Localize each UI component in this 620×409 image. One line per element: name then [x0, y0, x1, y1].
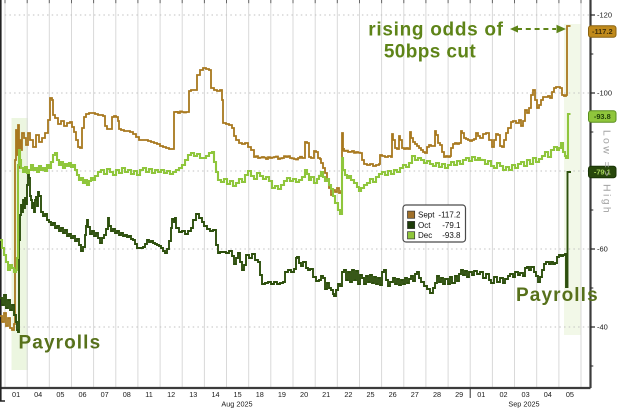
- svg-text:-79.1: -79.1: [442, 221, 461, 230]
- svg-text:Sept: Sept: [418, 211, 435, 220]
- svg-text:25: 25: [366, 390, 374, 399]
- svg-text:28: 28: [433, 390, 441, 399]
- svg-text:-79.1: -79.1: [594, 168, 611, 177]
- svg-text:29: 29: [455, 390, 463, 399]
- svg-text:-93.8: -93.8: [594, 112, 611, 121]
- svg-text:-100: -100: [597, 89, 612, 98]
- svg-text:15: 15: [234, 390, 242, 399]
- svg-text:07: 07: [101, 390, 109, 399]
- svg-text:-117.2: -117.2: [438, 211, 461, 220]
- svg-text:02: 02: [499, 390, 507, 399]
- svg-text:05: 05: [56, 390, 64, 399]
- svg-text:05: 05: [566, 390, 574, 399]
- svg-text:-40: -40: [597, 323, 608, 332]
- svg-text:Sep 2025: Sep 2025: [508, 400, 539, 409]
- svg-text:21: 21: [322, 390, 330, 399]
- svg-text:-120: -120: [597, 11, 612, 20]
- svg-text:-60: -60: [597, 245, 608, 254]
- svg-text:rising odds of: rising odds of: [368, 20, 503, 41]
- svg-text:12: 12: [167, 390, 175, 399]
- svg-text:01: 01: [12, 390, 20, 399]
- svg-text:11: 11: [145, 390, 153, 399]
- svg-text:20: 20: [300, 390, 308, 399]
- svg-text:Oct: Oct: [418, 221, 431, 230]
- svg-text:18: 18: [256, 390, 264, 399]
- svg-text:01: 01: [477, 390, 485, 399]
- svg-text:14: 14: [211, 390, 219, 399]
- svg-text:27: 27: [411, 390, 419, 399]
- svg-text:04: 04: [34, 390, 42, 399]
- svg-text:Payrolls: Payrolls: [19, 333, 102, 354]
- svg-text:22: 22: [344, 390, 352, 399]
- svg-text:Payrolls: Payrolls: [516, 285, 599, 306]
- svg-text:-117.2: -117.2: [592, 27, 613, 36]
- svg-text:03: 03: [522, 390, 530, 399]
- svg-text:08: 08: [123, 390, 131, 399]
- svg-text:04: 04: [544, 390, 552, 399]
- svg-text:50bps cut: 50bps cut: [384, 42, 477, 63]
- svg-text:Aug 2025: Aug 2025: [221, 400, 252, 409]
- svg-text:Dec: Dec: [418, 231, 432, 240]
- svg-text:06: 06: [78, 390, 86, 399]
- svg-text:Low => High: Low => High: [601, 130, 613, 215]
- svg-text:26: 26: [389, 390, 397, 399]
- svg-text:19: 19: [278, 390, 286, 399]
- svg-text:-93.8: -93.8: [442, 231, 461, 240]
- svg-text:13: 13: [189, 390, 197, 399]
